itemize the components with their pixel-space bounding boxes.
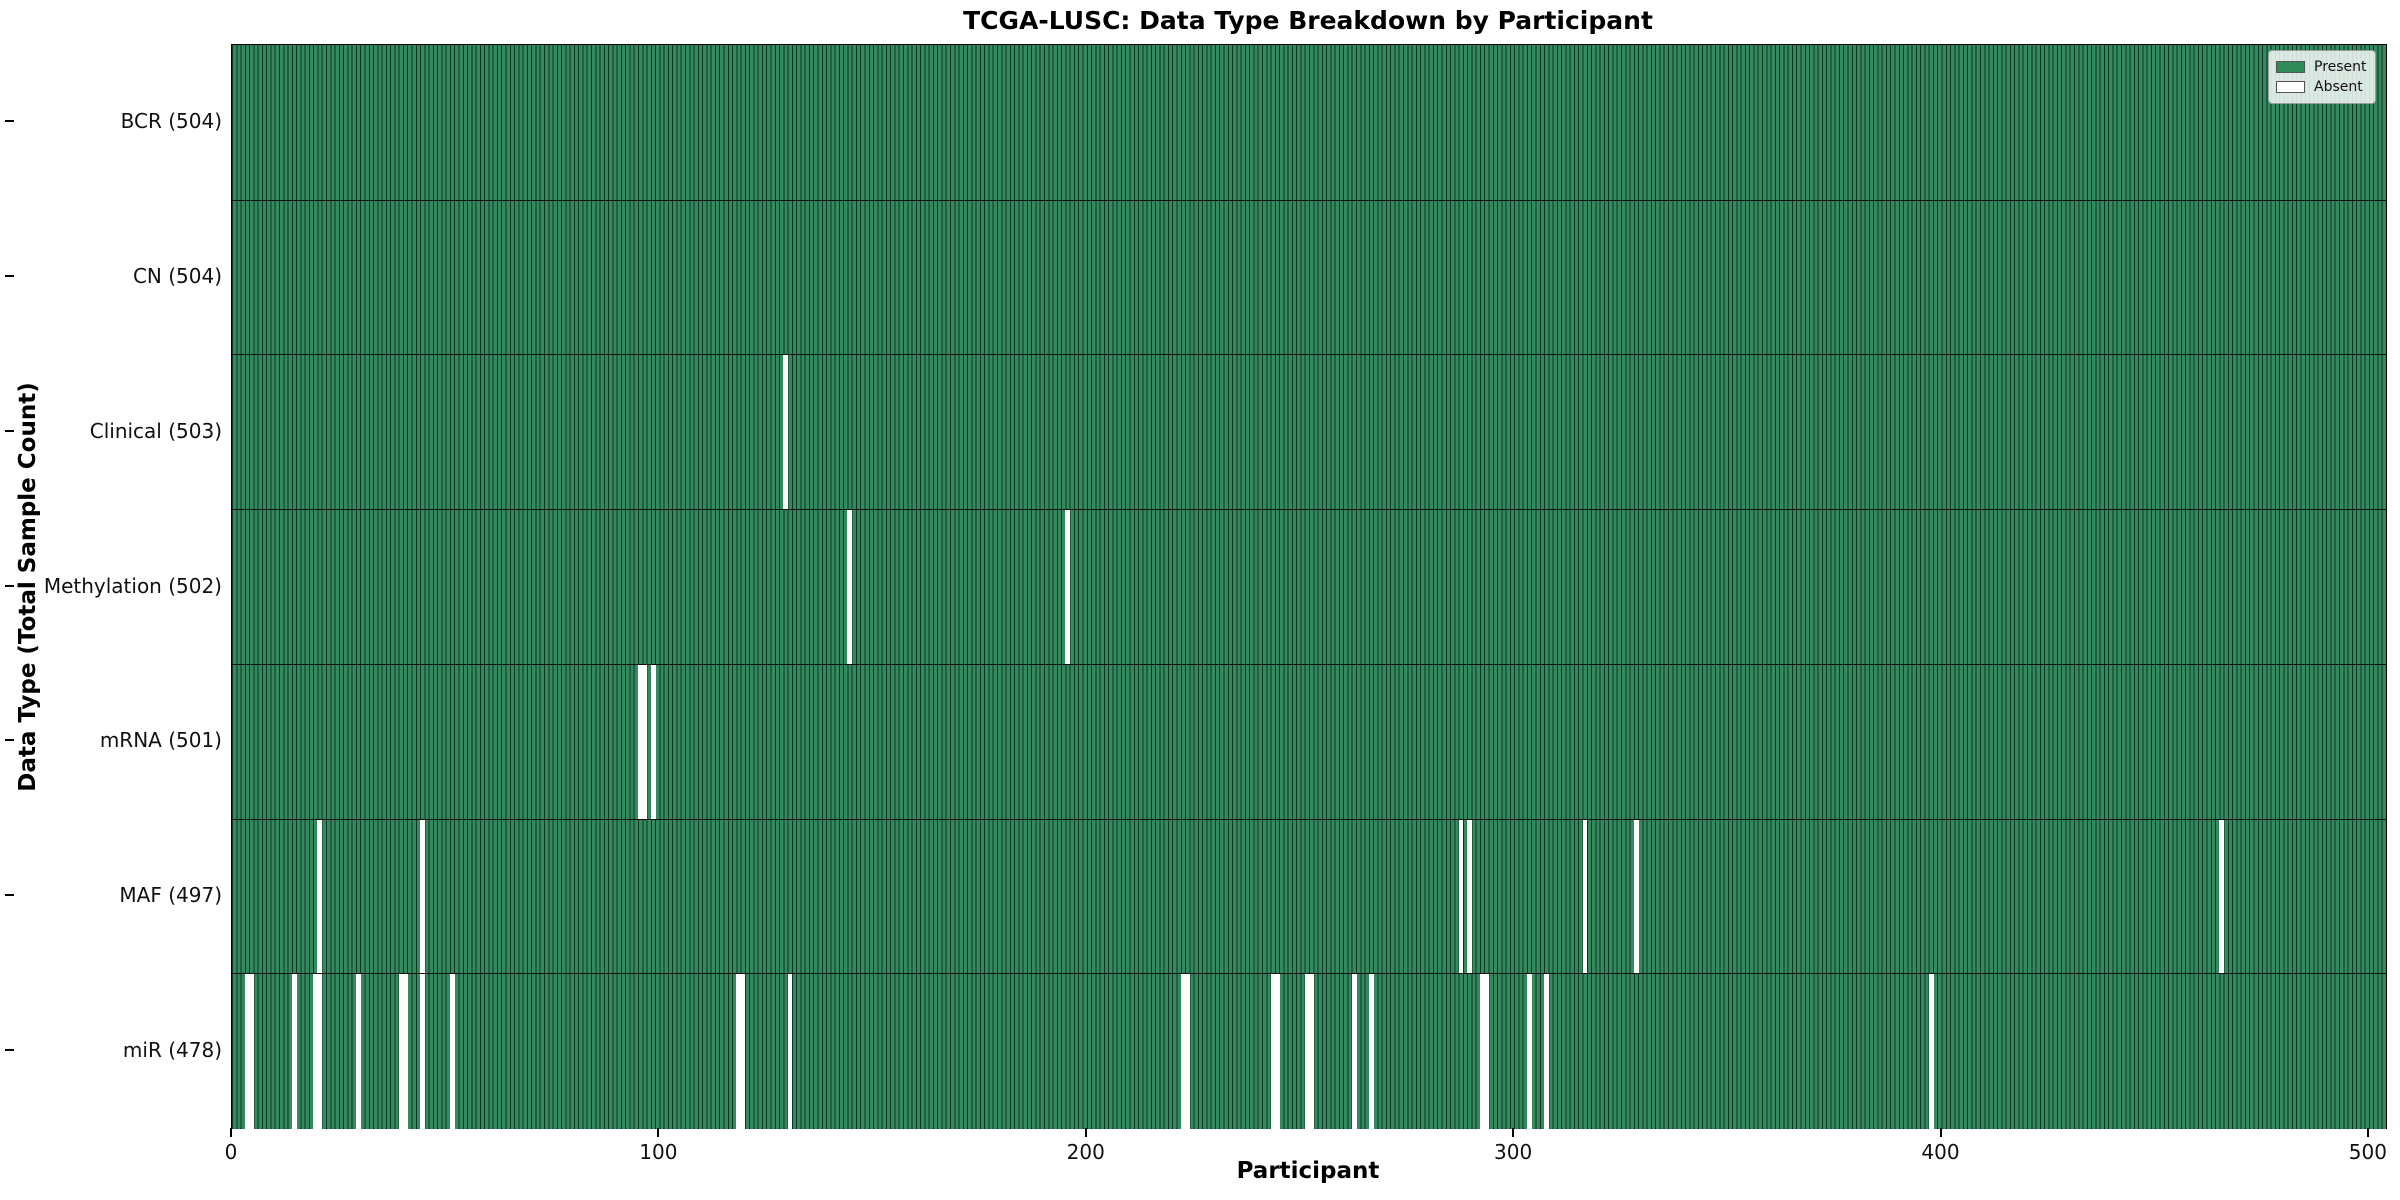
y-tick-mark [5,275,14,278]
absent-bar [420,974,425,1129]
absent-bar [787,974,793,1129]
y-tick-mark [5,120,14,123]
heatmap-row-clinical [232,354,2386,511]
absent-bar [638,664,643,820]
absent-bar [1180,974,1186,1129]
absent-bar [355,974,361,1129]
y-tick-label-mrna: mRNA (501) [99,728,222,753]
x-tick-mark [230,1128,232,1137]
absent-bar [1274,974,1280,1129]
x-tick-label-0: 0 [224,1140,238,1164]
y-tick-label-maf: MAF (497) [119,882,222,907]
heatmap-row-mir [232,973,2386,1129]
y-tick-mark [5,1048,14,1051]
absent-bar [398,974,404,1129]
y-tick-mark [5,429,14,432]
y-tick-label-bcr: BCR (504) [120,109,222,134]
heatmap-row-methylation [232,509,2386,665]
absent-bar [1484,974,1490,1129]
heatmap-row-bcr [232,45,2386,200]
legend-swatch-absent [2276,81,2305,93]
x-tick-label-400: 400 [1921,1140,1960,1164]
legend-swatch-present [2276,61,2305,73]
absent-bar [317,974,323,1129]
legend-label-present: Present [2314,59,2367,75]
y-tick-label-mir: miR (478) [122,1037,222,1062]
absent-bar [740,974,746,1129]
chart-title: TCGA-LUSC: Data Type Breakdown by Partic… [963,6,1653,35]
x-tick-label-300: 300 [1494,1140,1533,1164]
absent-bar [249,974,254,1129]
y-tick-label-cn: CN (504) [132,264,222,289]
x-tick-mark [1939,1128,1942,1137]
absent-bar [1270,974,1276,1129]
absent-bar [1351,974,1357,1129]
absent-bar [1065,510,1071,665]
absent-bar [1928,974,1934,1129]
y-tick-mark [5,739,14,742]
absent-bar [1479,974,1485,1129]
absent-bar [1368,974,1374,1129]
x-tick-mark [1512,1128,1515,1137]
x-tick-mark [1084,1128,1087,1137]
y-tick-label-clinical: Clinical (503) [89,418,222,443]
x-tick-mark [2366,1128,2369,1137]
heatmap-row-mrna [232,663,2386,820]
legend-item-present: Present [2276,57,2367,77]
absent-bar [1458,819,1464,975]
plot-area [231,44,2387,1129]
absent-bar [420,819,425,975]
absent-bar [1526,974,1532,1129]
absent-bar [847,510,853,665]
y-tick-mark [5,584,14,587]
heatmap-row-maf [232,818,2386,975]
absent-bar [313,974,319,1129]
absent-bar [449,974,455,1129]
absent-bar [244,974,250,1129]
x-tick-label-500: 500 [2348,1140,2387,1164]
absent-bar [736,974,742,1129]
absent-bar [1309,974,1314,1129]
heatmap-row-cn [232,199,2386,356]
y-tick-mark [5,893,14,896]
x-tick-mark [657,1128,660,1137]
x-axis-title: Participant [1236,1158,1380,1184]
absent-bar [291,974,297,1129]
absent-bar [1467,819,1472,975]
absent-bar [402,974,408,1129]
absent-bar [2219,819,2225,975]
absent-bar [1544,974,1549,1129]
absent-bar [1304,974,1310,1129]
absent-bar [1633,819,1639,975]
absent-bar [1582,819,1588,975]
absent-bar [650,664,656,820]
legend-item-absent: Absent [2276,77,2367,97]
y-tick-label-methylation: Methylation (502) [43,573,222,598]
absent-bar [1185,974,1190,1129]
x-tick-label-200: 200 [1066,1140,1105,1164]
absent-bar [317,819,323,975]
legend: Present Absent [2268,50,2376,104]
legend-label-absent: Absent [2314,79,2363,95]
x-tick-label-100: 100 [639,1140,678,1164]
absent-bar [783,355,789,511]
absent-bar [642,664,648,820]
